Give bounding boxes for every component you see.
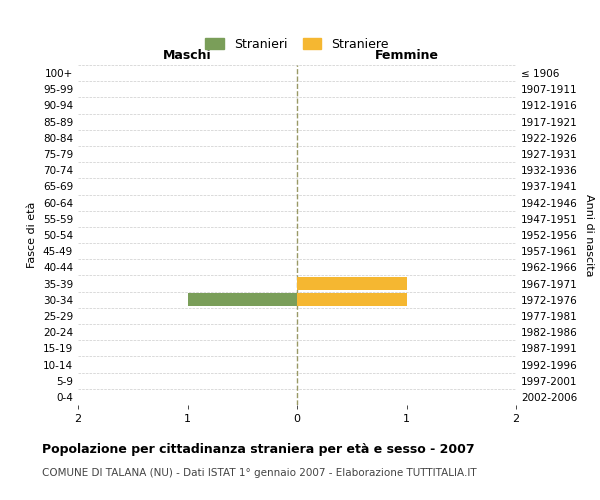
Bar xyxy=(187,294,297,306)
Text: Popolazione per cittadinanza straniera per età e sesso - 2007: Popolazione per cittadinanza straniera p… xyxy=(42,442,475,456)
Text: COMUNE DI TALANA (NU) - Dati ISTAT 1° gennaio 2007 - Elaborazione TUTTITALIA.IT: COMUNE DI TALANA (NU) - Dati ISTAT 1° ge… xyxy=(42,468,476,478)
Bar xyxy=(297,277,407,290)
Y-axis label: Anni di nascita: Anni di nascita xyxy=(584,194,594,276)
Legend: Stranieri, Straniere: Stranieri, Straniere xyxy=(202,34,392,54)
Bar xyxy=(297,294,407,306)
Text: Maschi: Maschi xyxy=(163,49,212,62)
Y-axis label: Fasce di età: Fasce di età xyxy=(28,202,37,268)
Text: Femmine: Femmine xyxy=(374,49,439,62)
